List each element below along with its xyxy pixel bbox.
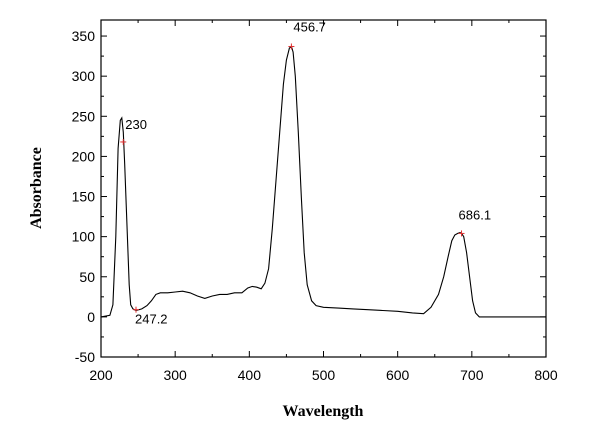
y-tick-label: 200 bbox=[72, 148, 96, 164]
x-tick-label: 400 bbox=[238, 367, 262, 383]
x-tick-label: 200 bbox=[89, 367, 113, 383]
peak-markers: 230 247.2 456.7 686.1 bbox=[120, 19, 492, 327]
x-axis-ticks: 200 300 400 500 600 700 800 bbox=[89, 20, 558, 383]
absorbance-line bbox=[100, 45, 546, 318]
x-tick-label: 700 bbox=[460, 367, 484, 383]
y-tick-label: 0 bbox=[87, 309, 95, 325]
x-tick-label: 300 bbox=[163, 367, 187, 383]
x-axis-title: Wavelength bbox=[283, 403, 364, 420]
y-tick-label: 150 bbox=[72, 189, 96, 205]
peak-label: 456.7 bbox=[293, 19, 326, 34]
peak-label: 247.2 bbox=[135, 312, 168, 327]
plot-frame bbox=[100, 19, 547, 358]
peak-label: 686.1 bbox=[459, 207, 492, 222]
peak-label: 230 bbox=[125, 117, 147, 132]
x-tick-label: 800 bbox=[534, 367, 558, 383]
y-axis-ticks: -50 0 50 100 150 200 250 300 350 bbox=[72, 28, 546, 365]
x-tick-label: 500 bbox=[312, 367, 336, 383]
y-tick-label: 100 bbox=[72, 229, 96, 245]
y-tick-label: 50 bbox=[79, 269, 95, 285]
y-tick-label: 350 bbox=[72, 28, 96, 44]
y-tick-label: 250 bbox=[72, 108, 96, 124]
y-tick-label: -50 bbox=[75, 349, 95, 365]
x-tick-label: 600 bbox=[386, 367, 410, 383]
y-tick-label: 300 bbox=[72, 68, 96, 84]
y-axis-title: Absorbance bbox=[28, 147, 45, 229]
